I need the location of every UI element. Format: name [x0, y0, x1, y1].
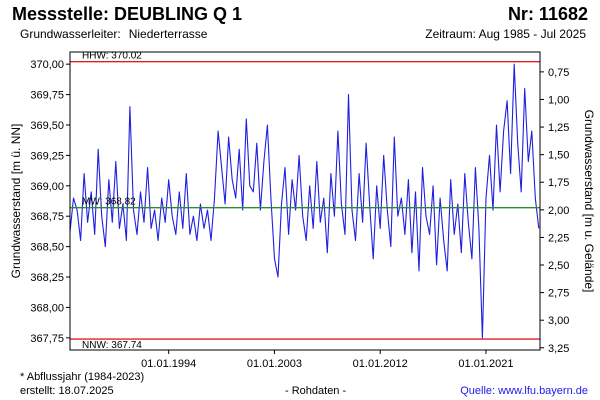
- y-tick-label: 369,75: [30, 90, 64, 102]
- y-axis-title: Grundwasserstand [m ü. NN]: [9, 124, 23, 279]
- ref-label-nnw: NNW: 367.74: [82, 340, 142, 351]
- created-date: erstellt: 18.07.2025: [20, 385, 114, 397]
- x-tick-label: 01.01.2012: [353, 358, 408, 370]
- x-tick-label: 01.01.2003: [247, 358, 302, 370]
- y-tick-label: 367,75: [30, 333, 64, 345]
- aquifer-value: Niederterrasse: [128, 27, 208, 41]
- source-link[interactable]: Quelle: www.lfu.bayern.de: [460, 385, 588, 397]
- y-tick-label: 368,75: [30, 211, 64, 223]
- y2-tick-label: 1,50: [548, 150, 569, 162]
- y2-axis-title: Grundwasserstand [m u. Gelände]: [582, 110, 596, 293]
- ref-label-mw: MW: 368.82: [82, 197, 136, 208]
- y2-tick-label: 2,25: [548, 232, 569, 244]
- aquifer-info: Grundwasserleiter: Niederterrasse: [20, 27, 207, 41]
- period-info: Zeitraum: Aug 1985 - Jul 2025: [425, 27, 586, 41]
- page-title: Messstelle: DEUBLING Q 1: [12, 4, 243, 24]
- y2-tick-label: 2,00: [548, 205, 569, 217]
- footnote: * Abflussjahr (1984-2023): [20, 371, 145, 383]
- y-tick-label: 368,00: [30, 302, 64, 314]
- aquifer-label: Grundwasserleiter:: [20, 27, 121, 41]
- y-tick-label: 368,50: [30, 242, 64, 254]
- y2-tick-label: 0,75: [548, 67, 569, 79]
- raw-data-label: - Rohdaten -: [285, 385, 347, 397]
- ref-label-hhw: HHW: 370.02: [82, 51, 142, 62]
- reference-lines-layer: HHW: 370.02 MW: 368.82 NNW: 367.74: [70, 51, 540, 351]
- series-line: [69, 63, 540, 339]
- y2-tick-label: 1,75: [548, 177, 569, 189]
- y-tick-label: 368,25: [30, 272, 64, 284]
- plot-frame: [69, 51, 541, 351]
- frame-layer: [69, 51, 541, 351]
- y2-tick-label: 2,75: [548, 288, 569, 300]
- y2-tick-label: 3,25: [548, 343, 569, 355]
- x-tick-label: 01.01.1994: [141, 358, 196, 370]
- y2-tick-label: 2,50: [548, 260, 569, 272]
- y2-tick-label: 1,25: [548, 122, 569, 134]
- y-tick-label: 370,00: [30, 59, 64, 71]
- x-tick-label: 01.01.2021: [458, 358, 513, 370]
- y2-tick-label: 3,00: [548, 315, 569, 327]
- y-tick-label: 369,25: [30, 150, 64, 162]
- y-tick-label: 369,00: [30, 181, 64, 193]
- y2-tick-label: 1,00: [548, 94, 569, 106]
- series-layer: [69, 63, 540, 339]
- y-tick-label: 369,50: [30, 120, 64, 132]
- station-number: Nr: 11682: [507, 4, 588, 24]
- tick-layer: 367,75 368,00 368,25 368,50 368,75 369,00 369,…: [9, 59, 596, 370]
